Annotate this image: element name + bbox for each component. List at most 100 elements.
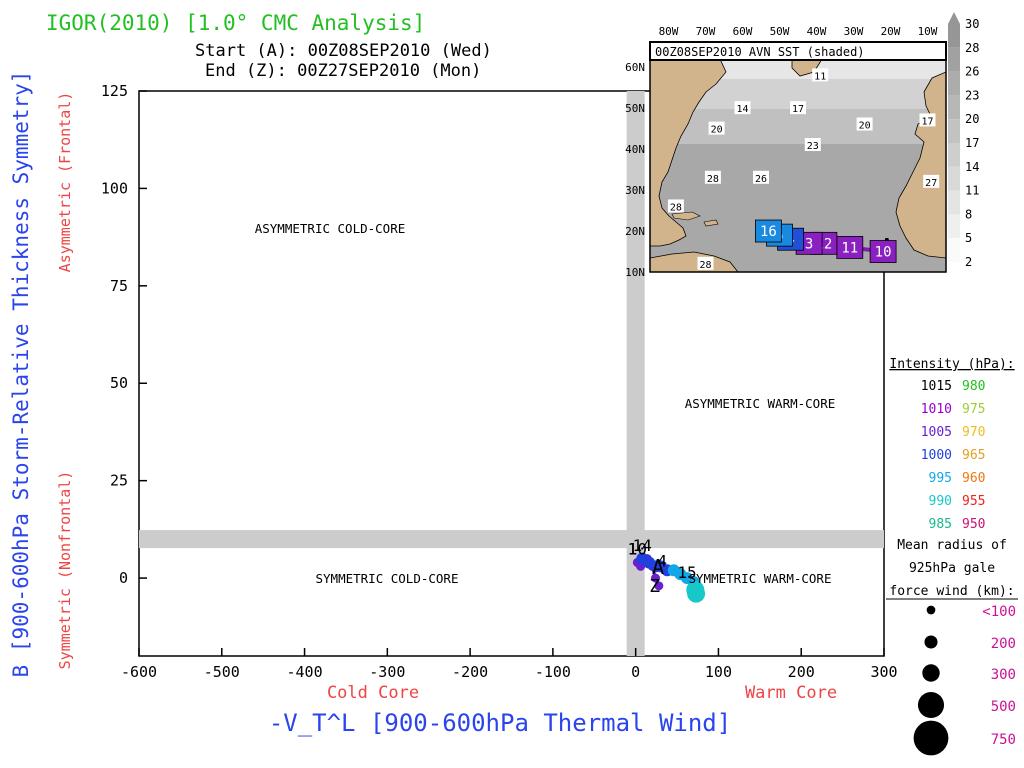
colorbar-segment [948, 24, 960, 48]
colorbar-segment [948, 166, 960, 191]
sst-contour-label-box [856, 117, 873, 131]
quadrant-label-symmetric-cold-core: SYMMETRIC COLD-CORE [316, 571, 459, 586]
x-tick-label: -100 [535, 663, 571, 681]
track-point [651, 573, 661, 583]
sst-contour-label: 27 [925, 178, 937, 189]
intensity-legend-right-value: 970 [962, 425, 985, 440]
radius-legend-label: 750 [991, 732, 1016, 748]
intensity-legend-left-value: 1005 [921, 425, 952, 440]
x-tick-label: -300 [369, 663, 405, 681]
x-label-cold-core: Cold Core [327, 683, 419, 703]
track-date-label: 4 [657, 551, 667, 570]
track-date-label: 15 [677, 563, 696, 582]
colorbar-segment [948, 143, 960, 167]
x-tick-label: -200 [452, 663, 488, 681]
sst-contour-label: 23 [807, 141, 819, 152]
inset-latitude-label: 50N [625, 102, 645, 115]
sst-contour-label-box [790, 101, 806, 115]
x-label-warm-core: Warm Core [745, 683, 837, 703]
radius-legend-circle [924, 635, 938, 649]
sst-contour-labels: 11 14 17 20 20 17 23 28 26 27 28 28 [667, 68, 940, 271]
sst-contour-label-box [697, 256, 714, 270]
inset-latitude-labels: 60N 50N 40N 30N 20N 10N [625, 61, 645, 279]
y-axis: 0 25 50 75 100 125 [101, 82, 147, 587]
sst-shading [650, 59, 946, 272]
inset-longitude-label: 20W [881, 25, 901, 38]
radius-legend-label: 500 [991, 699, 1016, 715]
sst-contour-label: 28 [707, 174, 719, 185]
colorbar-label: 8 [965, 207, 972, 221]
y-tick-label: 50 [110, 374, 128, 392]
north-america-land [650, 59, 727, 247]
intensity-legend-left-value: 995 [929, 471, 952, 486]
track-end-marker: Z [649, 576, 660, 597]
colorbar-arrow [948, 12, 960, 24]
sst-contour-label-box [812, 68, 829, 82]
sst-contour-label: 28 [699, 260, 711, 271]
sst-contour-label: 28 [670, 202, 682, 213]
track-date-label: 14 [633, 536, 652, 555]
radius-legend-label: <100 [982, 604, 1016, 620]
intensity-legend: Intensity (hPa): 1015 980 1010 975 1005 970 10… [889, 357, 1014, 532]
sst-contour-label: 20 [711, 125, 723, 136]
sst-contour-label: 17 [921, 116, 933, 127]
start-time-label: Start (A): 00Z08SEP2010 (Wed) [195, 41, 492, 61]
colorbar-label: 5 [965, 231, 972, 245]
intensity-legend-left-value: 990 [929, 494, 952, 509]
inset-longitude-label: 30W [844, 25, 864, 38]
inset-latitude-label: 40N [625, 143, 645, 156]
colorbar-segment [948, 47, 960, 72]
intensity-legend-right-value: 955 [962, 494, 985, 509]
wind-radius-legend: Mean radius of 925hPa gale force wind (km)… [886, 538, 1018, 756]
sst-contour-label: 20 [859, 121, 871, 132]
intensity-legend-left-value: 985 [929, 517, 952, 532]
sst-contour-label-box [923, 174, 940, 188]
inset-track-marker-box [869, 240, 897, 263]
colorbar-label: 26 [965, 65, 979, 79]
sst-contour-label-box [704, 170, 721, 184]
inset-latitude-label: 20N [625, 225, 645, 238]
y-axis-title: B [900-600hPa Storm-Relative Thickness S… [9, 71, 33, 678]
sst-colorbar: 30 28 26 23 20 17 14 11 8 5 2 [948, 12, 979, 269]
inset-track: A10111234516 [755, 219, 897, 263]
y-tick-label: 125 [101, 82, 128, 100]
colorbar-label: 20 [965, 112, 979, 126]
south-america-land [650, 251, 739, 272]
sst-contour-label: 26 [755, 174, 767, 185]
colorbar-segment [948, 238, 960, 262]
track-date-label: 10 [628, 540, 647, 559]
inset-latitude-label: 30N [625, 184, 645, 197]
y-tick-label: 0 [119, 569, 128, 587]
inset-title: 00Z08SEP2010 AVN SST (shaded) [655, 45, 865, 59]
colorbar-segment [948, 71, 960, 96]
intensity-legend-right-value: 965 [962, 448, 985, 463]
figure-title: IGOR(2010) [1.0° CMC Analysis] [46, 11, 425, 35]
inset-latitude-label: 60N [625, 61, 645, 74]
intensity-legend-left-value: 1015 [921, 379, 952, 394]
intensity-legend-right-value: 980 [962, 379, 985, 394]
y-tick-label: 100 [101, 179, 128, 197]
inset-longitude-label: 80W [659, 25, 679, 38]
sst-contour-label-box [708, 121, 725, 135]
colorbar-label: 30 [965, 17, 979, 31]
inset-track-date-label: 3 [805, 236, 813, 252]
inset-track-date-label: 16 [760, 224, 777, 240]
radius-legend-circle [926, 605, 936, 615]
y-label-asymmetric: Asymmetric (Frontal) [56, 92, 74, 273]
inset-longitude-label: 10W [918, 25, 938, 38]
vertical-guide-band [626, 91, 645, 656]
inset-track-date-label: 11 [841, 240, 858, 256]
quadrant-label-symmetric-warm-core: SYMMETRIC WARM-CORE [689, 571, 832, 586]
sst-band-mild [650, 109, 946, 144]
colorbar-segment [948, 95, 960, 120]
radius-legend-circle [922, 664, 940, 682]
horizontal-guide-band [139, 530, 884, 549]
intensity-legend-right-value: 950 [962, 517, 985, 532]
end-time-label: End (Z): 00Z27SEP2010 (Mon) [205, 61, 481, 81]
sst-contour-label: 17 [792, 104, 804, 115]
inset-longitude-label: 60W [733, 25, 753, 38]
inset-longitude-label: 50W [770, 25, 790, 38]
